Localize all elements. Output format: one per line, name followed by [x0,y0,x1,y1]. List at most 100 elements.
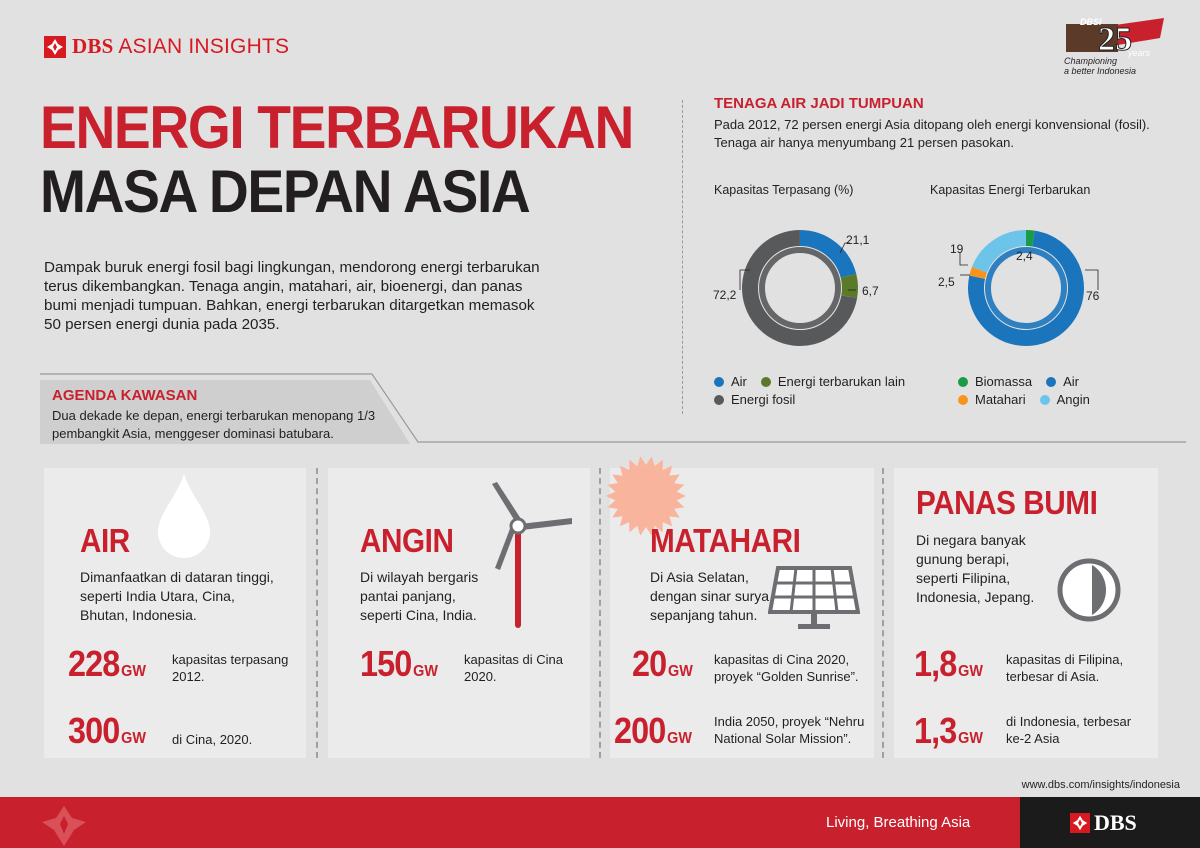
dbs-watermark-icon [42,806,86,846]
dbs-star-icon [44,35,66,58]
chart1-label-air: 21,1 [846,233,870,247]
wind-turbine-icon [492,482,572,628]
title-line-2: MASA DEPAN ASIA [40,158,531,225]
card-panas-bumi-stat-2: 1,3 GW [914,710,983,751]
svg-text:25: 25 [1098,21,1132,58]
card-matahari-stat-1: 20 GW [632,643,693,684]
card-angin-text: Di wilayah bergaris pantai panjang, sepe… [360,569,479,623]
brand-name: DBS ASIAN INSIGHTS [72,34,290,58]
card-matahari-stat-1-desc: kapasitas di Cina 2020, proyek “Golden S… [714,652,859,684]
dbs-star-icon [1070,813,1090,833]
chart1-label-other: 6,7 [862,284,879,298]
legend-biomassa: Biomassa [975,374,1033,389]
anniversary-tagline-1: Championing [1064,56,1118,66]
footer-brand-block [1020,797,1200,848]
slice-fossil [742,230,858,346]
card-matahari-stat-2: 200 GW [614,710,692,751]
slice-angin [972,230,1027,273]
footer-brand: DBS [1070,810,1137,836]
slice-air [799,230,857,279]
card-panas-bumi [894,468,1158,758]
section-text: Pada 2012, 72 persen energi Asia ditopan… [714,117,1150,150]
agenda-text: Dua dekade ke depan, energi terbarukan m… [52,408,376,441]
card-matahari-title: MATAHARI [650,522,801,559]
card-panas-bumi-stat-1: 1,8 GW [914,643,983,684]
legend-angin: Angin [1056,392,1090,407]
donut-inner-ring [985,247,1067,329]
card-air-stat-2-desc: di Cina, 2020. [172,732,253,747]
chart2-label-air: 76 [1086,289,1100,303]
card-matahari-text: Di Asia Selatan, dengan sinar surya sepa… [650,569,770,623]
legend-matahari-swatch [958,394,968,405]
agenda-title: AGENDA KAWASAN [52,387,198,404]
card-angin [328,468,590,758]
card-panas-bumi-stat-2-desc: di Indonesia, terbesar ke-2 Asia [1006,714,1132,746]
solar-panel-icon [768,566,860,629]
section-title: TENAGA AIR JADI TUMPUAN [714,95,924,112]
brand-logo: DBS ASIAN INSIGHTS [44,34,289,59]
chart1-title: Kapasitas Terpasang (%) [714,183,854,197]
card-panas-bumi-stat-1-desc: kapasitas di Filipina, terbesar di Asia. [1006,652,1124,684]
card-panas-bumi-text: Di negara banyak gunung berapi, seperti … [916,532,1035,605]
geothermal-icon [1057,558,1121,622]
anniversary-tagline-2: a better Indonesia [1064,66,1137,76]
card-air-stat-1: 228 GW [68,643,146,684]
legend-angin-swatch [1039,394,1050,405]
legend-air-swatch [714,376,724,387]
chart2-label-angin: 19 [950,242,964,256]
legend-air: Air [731,374,747,389]
card-panas-bumi-title: PANAS BUMI [916,484,1098,521]
donut-charts [739,229,1099,346]
vertical-divider [682,100,683,414]
leader-air-2 [1085,269,1099,290]
title-line-1: ENERGI TERBARUKAN [40,94,634,161]
chart2-label-matahari: 2,5 [938,275,955,289]
water-drop-icon [158,474,210,558]
leader-fossil [739,269,750,290]
sun-icon [606,456,686,536]
card-separator [599,468,601,758]
slice-matahari [969,266,987,280]
legend-other-swatch [760,376,771,387]
anniversary-ribbon-icon: 25 [1066,18,1164,59]
card-separator [882,468,884,758]
legend-matahari: Matahari [975,392,1026,407]
legend2-row1: Biomassa Air [958,374,1079,389]
card-air-text: Dimanfaatkan di dataran tinggi, seperti … [80,569,274,623]
footer-tagline: Living, Breathing Asia [826,814,971,831]
footer-url[interactable]: www.dbs.com/insights/indonesia [1021,779,1180,791]
chart2-title: Kapasitas Energi Terbarukan [930,183,1091,197]
legend-other: Energi terbarukan lain [777,374,906,389]
card-air-stat-1-desc: kapasitas terpasang 2012. [172,652,289,684]
anniversary-years: years [1128,48,1151,58]
chart1-label-fossil: 72,2 [713,288,737,302]
chart2-label-biomassa: 2,4 [1016,249,1033,263]
intro-paragraph: Dampak buruk energi fosil bagi lingkunga… [44,259,540,333]
footer-brand-name: DBS [1094,810,1137,835]
slice-air-2 [968,230,1084,346]
legend2-row2: Matahari Angin [958,392,1090,407]
legend-biomassa-swatch [958,376,968,387]
card-air-title: AIR [80,522,130,559]
card-matahari-stat-2-desc: India 2050, proyek “Nehru National Solar… [714,714,865,746]
leader-angin [959,253,968,266]
footer-bar [0,797,1200,848]
anniversary-logo: 25 DBSI years Championing a better Indon… [1036,12,1176,78]
slice-other [840,273,858,299]
card-angin-stat-1: 150 GW [360,643,438,684]
legend-fossil: Energi fosil [731,392,796,407]
legend1-row1: Air Energi terbarukan lain [714,374,905,389]
anniversary-top: DBSI [1080,17,1102,27]
card-air-stat-2: 300 GW [68,710,146,751]
leader-air [839,242,850,254]
legend1-row2: Energi fosil [714,392,795,407]
card-angin-stat-1-desc: kapasitas di Cina 2020. [464,652,563,684]
legend-air-2: Air [1063,374,1079,389]
donut-inner-ring [759,247,841,329]
legend-fossil-swatch [714,394,724,405]
card-separator [316,468,318,758]
agenda-band [40,373,1186,444]
slice-biomassa [1025,229,1035,247]
card-angin-title: ANGIN [360,522,454,559]
legend-air2-swatch [1046,376,1057,387]
